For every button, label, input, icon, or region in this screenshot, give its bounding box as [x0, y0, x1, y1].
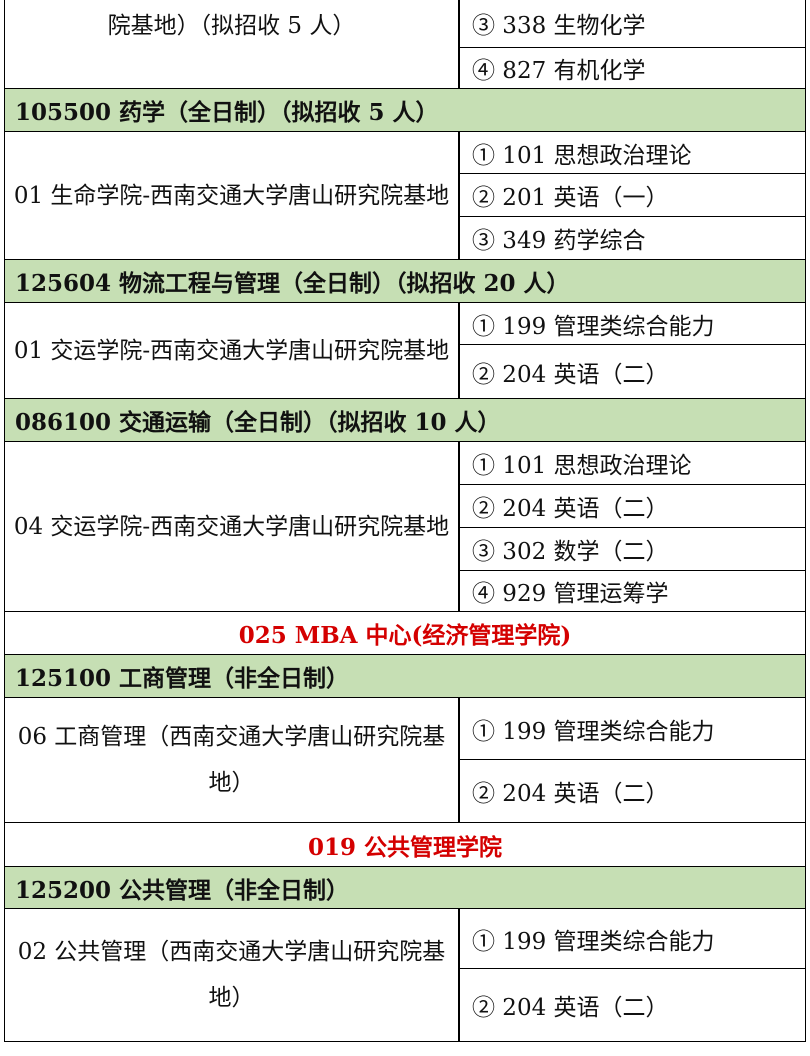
exam-subject-cell-text: ① 101 思想政治理论	[472, 453, 692, 479]
program-header: 125100 工商管理（非全日制）	[4, 654, 806, 698]
department-cell: 01 交运学院-西南交通大学唐山研究院基地	[4, 302, 459, 399]
department-cell-text: 01 生命学院-西南交通大学唐山研究院基地	[13, 182, 450, 209]
program-header-text: 105500 药学（全日制）（拟招收 5 人）	[15, 99, 439, 126]
program-header: 125200 公共管理（非全日制）	[4, 866, 806, 909]
department-cell: 02 公共管理（西南交通大学唐山研究院基地）	[4, 908, 459, 1042]
department-cell-text: 01 交运学院-西南交通大学唐山研究院基地	[13, 337, 450, 364]
school-title-text: 019 公共管理学院	[307, 833, 503, 861]
exam-subject-cell-text: ④ 929 管理运筹学	[472, 581, 669, 607]
exam-subject-cell-text: ② 204 英语（二）	[472, 361, 669, 388]
department-cell-text: 院基地）（拟招收 5 人）	[107, 13, 356, 39]
program-header: 125604 物流工程与管理（全日制）（拟招收 20 人）	[4, 259, 806, 303]
exam-subject-cell: ② 204 英语（二）	[459, 344, 806, 399]
department-cell-text: 04 交运学院-西南交通大学唐山研究院基地	[13, 513, 450, 540]
exam-subject-cell: ④ 929 管理运筹学	[459, 570, 806, 612]
exam-subject-cell: ① 199 管理类综合能力	[459, 908, 806, 969]
exam-subject-cell: ④ 827 有机化学	[459, 47, 806, 89]
exam-subject-cell-text: ③ 338 生物化学	[472, 13, 646, 39]
exam-subject-cell-text: ③ 349 药学综合	[472, 228, 646, 254]
department-cell-text: 06 工商管理（西南交通大学唐山研究院基地）	[17, 724, 446, 796]
department-cell: 04 交运学院-西南交通大学唐山研究院基地	[4, 441, 459, 612]
school-title-text: 025 MBA 中心(经济管理学院)	[238, 622, 572, 649]
exam-subject-cell: ③ 349 药学综合	[459, 216, 806, 260]
exam-subject-cell-text: ② 204 英语（二）	[472, 995, 669, 1021]
exam-subject-cell-text: ① 199 管理类综合能力	[472, 718, 715, 745]
exam-subject-cell-text: ② 204 英语（二）	[472, 496, 669, 522]
exam-subject-cell: ② 204 英语（二）	[459, 759, 806, 823]
exam-subject-cell: ① 101 思想政治理论	[459, 131, 806, 174]
exam-subject-cell-text: ② 204 英语（二）	[472, 781, 669, 807]
program-header-text: 125100 工商管理（非全日制）	[15, 665, 350, 692]
exam-subject-cell-text: ④ 827 有机化学	[472, 58, 646, 84]
department-cell: 院基地）（拟招收 5 人）	[4, 0, 459, 89]
school-title: 019 公共管理学院	[4, 822, 806, 867]
exam-subject-cell: ① 101 思想政治理论	[459, 441, 806, 485]
department-cell: 01 生命学院-西南交通大学唐山研究院基地	[4, 131, 459, 260]
exam-subject-cell: ③ 302 数学（二）	[459, 527, 806, 571]
exam-subject-cell: ③ 338 生物化学	[459, 0, 806, 48]
exam-subject-cell-text: ① 101 思想政治理论	[472, 142, 692, 169]
department-cell: 06 工商管理（西南交通大学唐山研究院基地）	[4, 697, 459, 823]
exam-subject-cell-text: ② 201 英语（一）	[472, 185, 669, 211]
department-cell-text: 02 公共管理（西南交通大学唐山研究院基地）	[17, 939, 446, 1011]
school-title: 025 MBA 中心(经济管理学院)	[4, 611, 806, 655]
program-header-text: 086100 交通运输（全日制）（拟招收 10 人）	[15, 409, 501, 436]
program-header: 086100 交通运输（全日制）（拟招收 10 人）	[4, 398, 806, 442]
program-header-text: 125604 物流工程与管理（全日制）（拟招收 20 人）	[15, 270, 570, 297]
program-header: 105500 药学（全日制）（拟招收 5 人）	[4, 88, 806, 132]
program-header-text: 125200 公共管理（非全日制）	[15, 876, 350, 904]
exam-subject-cell: ② 201 英语（一）	[459, 173, 806, 217]
exam-subject-cell: ① 199 管理类综合能力	[459, 697, 806, 760]
exam-subject-cell-text: ① 199 管理类综合能力	[472, 928, 715, 955]
exam-subject-cell-text: ① 199 管理类综合能力	[472, 313, 715, 340]
exam-subject-cell-text: ③ 302 数学（二）	[472, 539, 669, 565]
exam-subject-cell: ① 199 管理类综合能力	[459, 302, 806, 345]
exam-subject-cell: ② 204 英语（二）	[459, 484, 806, 528]
exam-subject-cell: ② 204 英语（二）	[459, 968, 806, 1042]
